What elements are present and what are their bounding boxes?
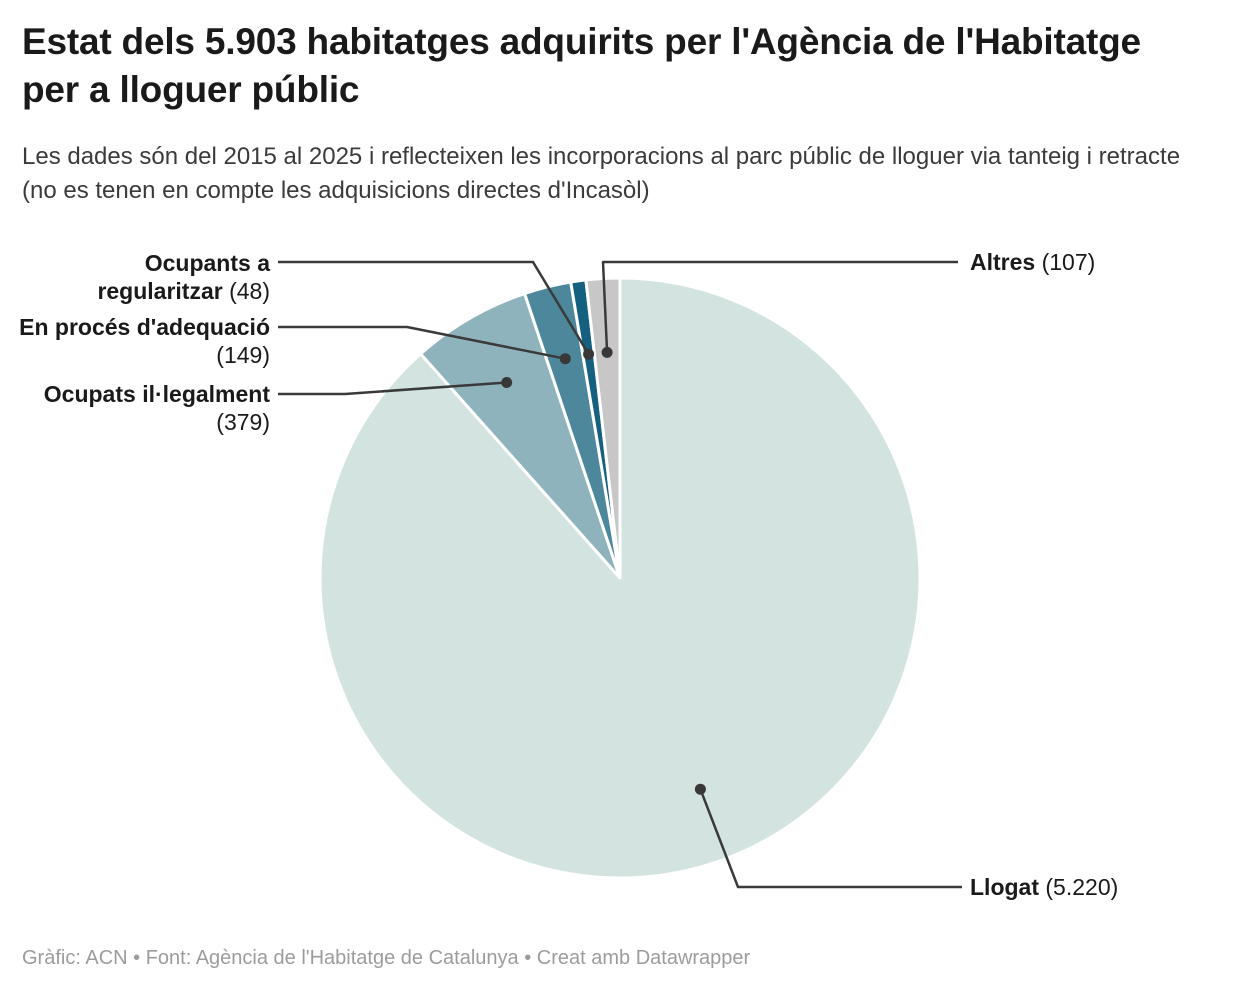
callout-llogat: Llogat (5.220) <box>970 873 1118 901</box>
callout-value: (149) <box>216 342 270 368</box>
callout-ocupants-a-regularitzar: Ocupants a regularitzar (48) <box>30 249 270 305</box>
callout-value: (5.220) <box>1045 874 1119 900</box>
callout-altres: Altres (107) <box>970 248 1095 276</box>
callout-label: Altres <box>970 249 1036 275</box>
callout-en-proces-adequacio: En procés d'adequació (149) <box>0 313 270 369</box>
leader-dot-ocupats-illegalment <box>501 377 513 388</box>
leader-line-ocupants-a-regularitzar <box>278 260 590 355</box>
leader-dot-llogat <box>694 783 706 795</box>
callout-label: En procés d'adequació <box>19 314 270 340</box>
callout-value: (107) <box>1041 249 1096 275</box>
callout-label: Llogat <box>970 874 1039 900</box>
attribution-footer: Gràfic: ACN • Font: Agència de l'Habitat… <box>22 947 751 969</box>
callout-ocupats-illegalment: Ocupats il·legalment (379) <box>0 380 270 436</box>
leader-dot-altres <box>601 346 613 358</box>
leader-line-llogat <box>699 788 962 889</box>
callout-value: (379) <box>216 409 270 435</box>
pie-slice-ocupats-illegalment <box>419 292 622 580</box>
chart-subtitle: Les dades són del 2015 al 2025 i reflect… <box>22 143 1181 204</box>
callout-label: Ocupats il·legalment <box>43 381 270 407</box>
leader-dot-ocupants-a-regularitzar <box>583 348 595 360</box>
chart-title: Estat dels 5.903 habitatges adquirits pe… <box>22 21 1141 110</box>
leader-line-altres <box>601 260 958 353</box>
callout-value: (48) <box>229 278 270 304</box>
callout-label: Ocupants a regularitzar <box>97 250 270 304</box>
leader-line-ocupats-illegalment <box>278 381 507 396</box>
leader-line-en-proces-adequacio <box>278 325 566 360</box>
leader-dot-en-proces-adequacio <box>559 353 571 365</box>
